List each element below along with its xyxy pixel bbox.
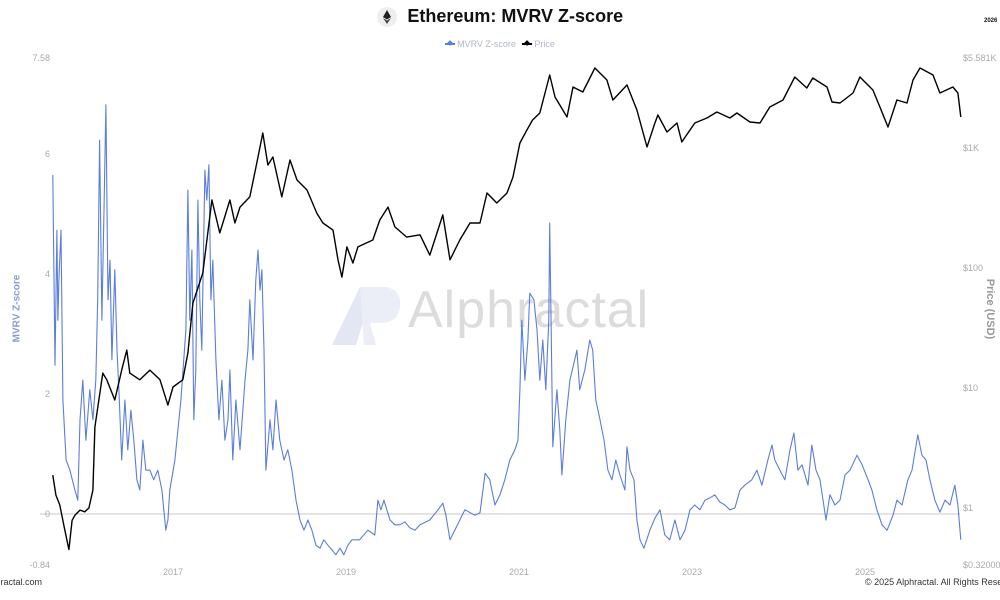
y-right-tick: $10 <box>963 383 979 393</box>
alphractal-logo <box>330 283 405 353</box>
y-left-tick: 0 <box>44 509 50 519</box>
x-tick: 2017 <box>162 567 184 577</box>
chart-title: Ethereum: MVRV Z-score <box>407 6 624 26</box>
site-link[interactable]: alphractal.com <box>0 577 42 587</box>
legend-item-mvrv[interactable]: MVRV Z-score <box>445 39 516 49</box>
legend: MVRV Z-score Price <box>0 37 1000 49</box>
chart-header: Ethereum: MVRV Z-score <box>0 6 1000 27</box>
mvrv-zscore-line <box>52 104 962 556</box>
y-right-tick: $1 <box>963 503 974 513</box>
legend-item-price[interactable]: Price <box>522 39 555 49</box>
copyright: © 2025 Alphractal. All Rights Reserved <box>865 577 1000 587</box>
y-right-tick: $1K <box>963 143 980 153</box>
corner-label: 2026 <box>984 18 998 24</box>
y-left-tick: 6 <box>44 149 50 159</box>
y-right-axis-title: Price (USD) <box>984 278 996 340</box>
x-tick: 2019 <box>335 567 357 577</box>
y-left-tick: 2 <box>44 389 50 399</box>
y-right-tick: $100 <box>963 263 984 273</box>
y-left-tick: 7.58 <box>32 53 50 63</box>
y-left-tick: 4 <box>44 269 50 279</box>
x-tick: 2023 <box>681 567 703 577</box>
x-tick: 2025 <box>854 567 876 577</box>
y-right-tick: $5.581K <box>963 53 997 63</box>
y-left-tick: -0.84 <box>29 560 50 570</box>
y-right-tick: $0.32000 <box>963 560 1000 570</box>
x-tick: 2021 <box>508 567 530 577</box>
legend-marker-price <box>522 43 533 45</box>
legend-label-price: Price <box>534 39 555 49</box>
ethereum-icon <box>376 6 397 27</box>
legend-marker-mvrv <box>445 43 456 45</box>
price-line <box>52 67 962 551</box>
y-left-axis-title: MVRV Z-score <box>11 274 23 343</box>
legend-label-mvrv: MVRV Z-score <box>457 39 516 49</box>
